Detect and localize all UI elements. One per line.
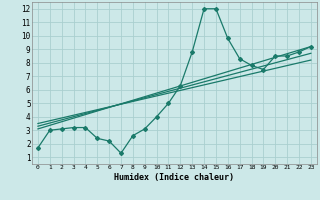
X-axis label: Humidex (Indice chaleur): Humidex (Indice chaleur) (115, 173, 234, 182)
